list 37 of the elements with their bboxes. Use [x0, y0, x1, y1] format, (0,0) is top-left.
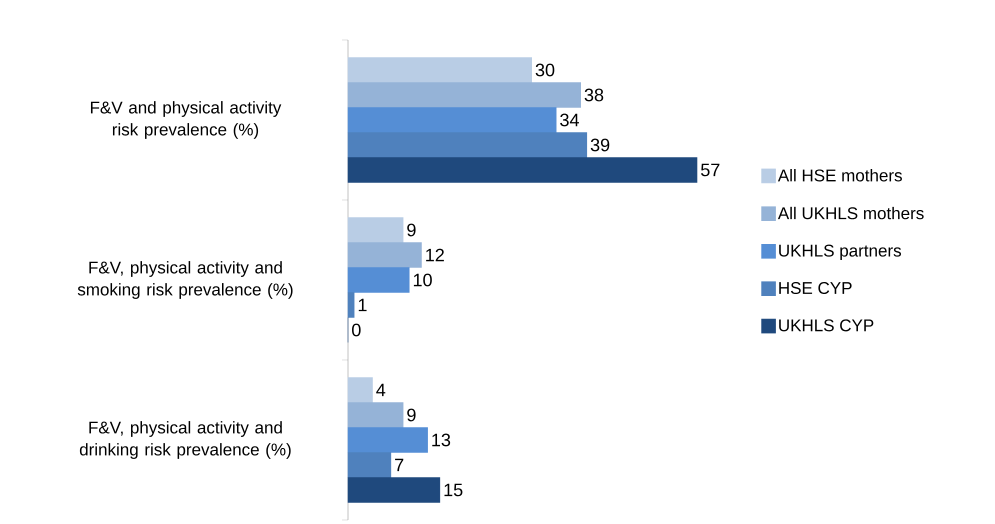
legend-label: HSE CYP — [779, 282, 852, 294]
bar — [348, 217, 404, 243]
data-label: 1 — [358, 298, 367, 312]
y-tick-label: F&V and physical activity risk prevalence (%) — [90, 101, 282, 139]
data-label: 13 — [432, 434, 450, 446]
bar — [348, 427, 428, 453]
bar — [348, 377, 373, 403]
y-tick-label: F&V, physical activity and drinking risk prevalence (%) — [80, 421, 291, 459]
data-label: 9 — [407, 408, 416, 422]
data-label: 30 — [536, 64, 554, 76]
legend-label: All HSE mothers — [778, 169, 902, 182]
bar — [348, 132, 588, 158]
data-label: 7 — [395, 458, 404, 472]
data-label: 15 — [444, 484, 462, 496]
bar — [348, 107, 556, 133]
data-label: 39 — [590, 138, 610, 152]
data-label: 12 — [426, 248, 444, 262]
legend-label: UKHLS partners — [779, 244, 901, 260]
legend-label: All UKHLS mothers — [778, 206, 924, 220]
bar — [348, 57, 532, 83]
data-label: 34 — [560, 114, 579, 126]
bar — [348, 242, 422, 268]
bar — [348, 82, 581, 108]
y-tick-label: F&V, physical activity and smoking risk prevalence (%) — [78, 261, 293, 299]
legend-label: UKHLS CYP — [779, 319, 874, 332]
bar — [348, 477, 440, 503]
bar — [348, 402, 404, 428]
bar — [348, 452, 392, 478]
data-label: 38 — [584, 88, 604, 102]
data-label: 4 — [376, 384, 386, 396]
bar — [348, 292, 354, 318]
data-label: 9 — [407, 224, 416, 236]
data-label: 10 — [414, 274, 432, 286]
data-label: 57 — [701, 164, 720, 176]
data-label: 0 — [352, 324, 361, 336]
bar — [348, 267, 410, 293]
bar — [348, 157, 698, 183]
